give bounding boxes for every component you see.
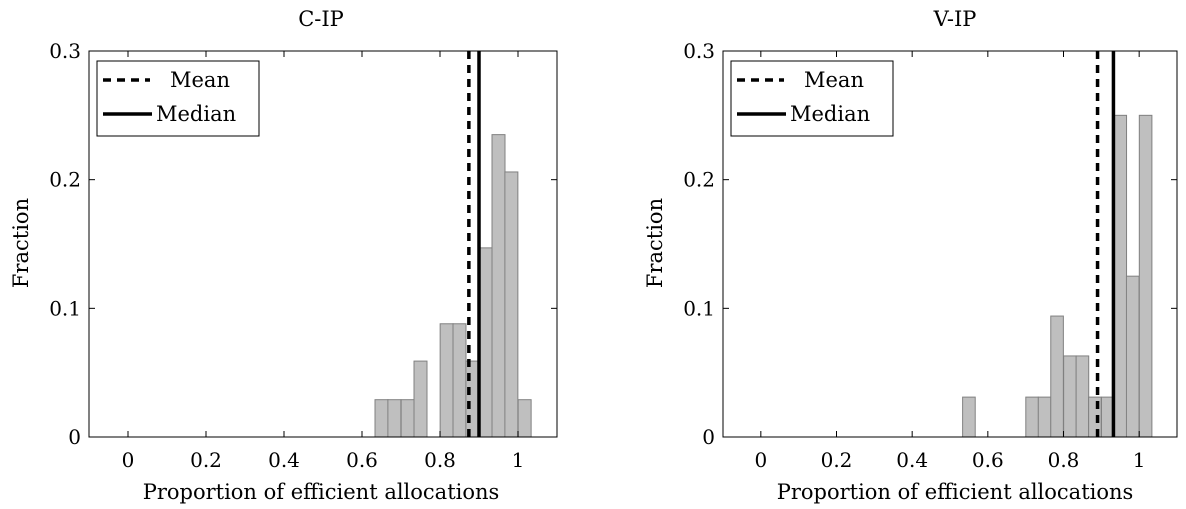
y-tick-label: 0 <box>702 425 715 449</box>
chart-title: V-IP <box>933 7 977 31</box>
histogram-bar <box>1037 396 1052 438</box>
y-axis-label: Fraction <box>9 198 33 288</box>
x-axis-label: Proportion of efficient allocations <box>143 480 500 504</box>
x-tick-label: 0 <box>754 448 767 472</box>
legend-mean-label: Mean <box>170 68 230 92</box>
histogram-panel-c-ip: C-IP Proportion of efficient allocations… <box>9 7 558 504</box>
histogram-bar <box>1025 396 1039 438</box>
axes-frame <box>88 50 558 438</box>
legend-median-label: Median <box>156 102 236 126</box>
legend-mean-label: Mean <box>804 68 864 92</box>
histogram-bar <box>1125 275 1140 438</box>
x-tick-label: 0.6 <box>346 448 378 472</box>
y-tick-label: 0.1 <box>683 296 715 320</box>
legend-median-label: Median <box>790 102 870 126</box>
histogram-bar <box>387 399 402 438</box>
histogram-bar <box>465 360 480 438</box>
plot-area: 0 0.2 0.4 0.6 0.8 1 0 0.1 0.2 0.3 <box>49 39 558 472</box>
x-tick-label: 0.4 <box>896 448 928 472</box>
histogram-panel-v-ip: V-IP Proportion of efficient allocations… <box>643 7 1178 504</box>
histogram-bar <box>517 399 532 438</box>
x-tick-label: 1 <box>512 448 525 472</box>
y-tick-label: 0.2 <box>683 168 715 192</box>
histogram-bar <box>491 134 506 438</box>
histogram-bar <box>400 399 415 438</box>
histogram-bar <box>452 323 467 438</box>
histogram-bar <box>962 396 976 438</box>
x-tick-label: 0.4 <box>268 448 300 472</box>
histogram-bar <box>1050 315 1064 438</box>
histogram-bar <box>1063 355 1077 438</box>
chart-title: C-IP <box>298 7 344 31</box>
x-axis-label: Proportion of efficient allocations <box>777 480 1134 504</box>
histogram-bar <box>1075 355 1090 438</box>
histogram-bar <box>478 247 493 438</box>
y-tick-label: 0.3 <box>683 39 715 63</box>
x-tick-label: 0.8 <box>1048 448 1080 472</box>
x-tick-label: 0.8 <box>424 448 456 472</box>
histogram-bar <box>504 171 519 438</box>
x-tick-label: 1 <box>1133 448 1146 472</box>
axes-frame <box>722 50 1178 438</box>
x-tick-label: 0.6 <box>972 448 1004 472</box>
histogram-bar <box>1113 114 1128 438</box>
y-tick-label: 0.2 <box>49 168 81 192</box>
y-axis-label: Fraction <box>643 198 667 288</box>
legend: Mean Median <box>96 60 260 137</box>
histogram-bar <box>1138 114 1153 438</box>
y-tick-label: 0.1 <box>49 296 81 320</box>
legend: Mean Median <box>730 60 894 137</box>
histogram-bar <box>1088 396 1102 438</box>
x-tick-label: 0.2 <box>821 448 853 472</box>
x-tick-label: 0 <box>122 448 135 472</box>
y-tick-label: 0.3 <box>49 39 81 63</box>
histogram-bar <box>439 323 454 438</box>
legend-box <box>730 60 894 137</box>
histogram-bar <box>374 399 389 438</box>
histogram-bar <box>413 360 428 438</box>
legend-box <box>96 60 260 137</box>
y-tick-label: 0 <box>68 425 81 449</box>
plot-area: 0 0.2 0.4 0.6 0.8 1 0 0.1 0.2 0.3 <box>683 39 1178 472</box>
x-tick-label: 0.2 <box>190 448 222 472</box>
